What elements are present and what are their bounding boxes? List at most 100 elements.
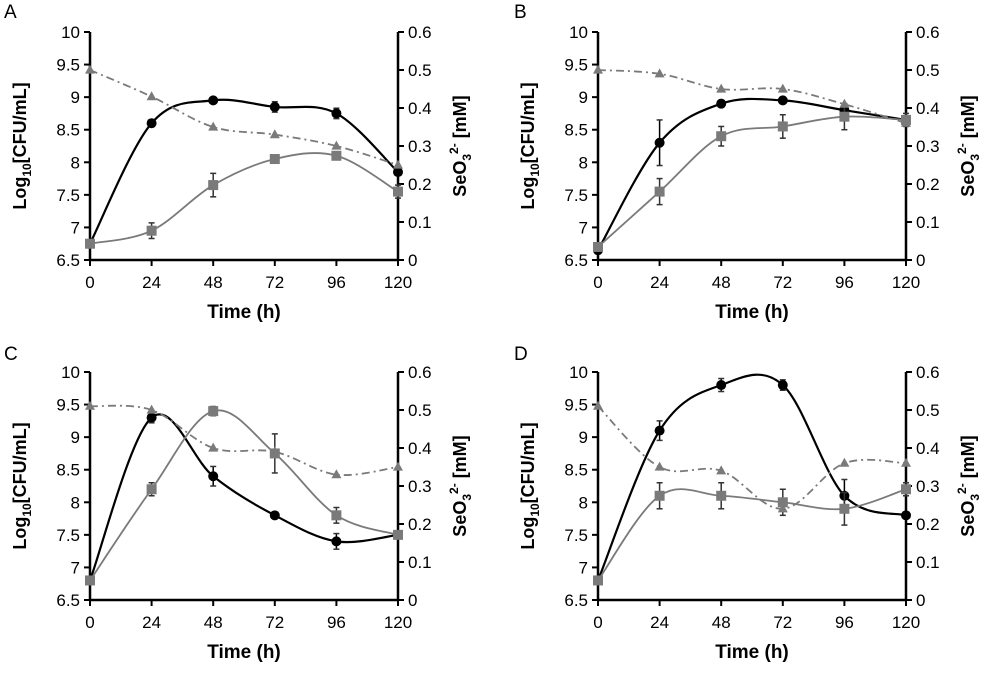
- y-right-tick-label: 0: [916, 251, 925, 270]
- panel-label: C: [4, 344, 18, 365]
- y-left-title-part: [CFU/mL]: [10, 422, 30, 503]
- y-right-axis-title: SeO32- [mM]: [447, 95, 474, 196]
- series-line-triangle: [597, 405, 907, 510]
- series-line-circle: [88, 413, 399, 581]
- series-line-circle: [89, 98, 399, 245]
- y-right-title-superscript: 2-: [447, 483, 461, 494]
- x-axis-title: Time (h): [715, 302, 789, 323]
- y-right-tick-label: 0.3: [916, 137, 940, 156]
- y-right-tick-label: 0.4: [916, 439, 940, 458]
- data-point-square: [208, 406, 219, 417]
- x-tick-label: 96: [327, 273, 346, 292]
- series-square: [593, 102, 911, 252]
- y-left-title-part: [CFU/mL]: [10, 82, 30, 163]
- x-axis-title: Time (h): [207, 642, 281, 663]
- data-point-circle: [269, 510, 280, 521]
- y-left-tick-label: 9.5: [56, 56, 80, 75]
- data-point-triangle: [839, 98, 850, 108]
- y-left-title-part: Log: [10, 517, 30, 550]
- y-left-tick-label: 9: [579, 88, 588, 107]
- y-right-title-part: [mM]: [450, 95, 470, 143]
- y-right-axis-title: SeO32- [mM]: [955, 435, 982, 536]
- y-right-tick-label: 0.5: [916, 61, 940, 80]
- data-point-square: [901, 484, 911, 495]
- y-left-axis-title: Log10[CFU/mL]: [518, 82, 542, 209]
- x-axis-title: Time (h): [207, 302, 281, 323]
- y-left-tick-label: 6.5: [56, 251, 80, 270]
- data-point-circle: [716, 380, 727, 391]
- y-right-tick-label: 0.1: [916, 553, 940, 572]
- y-left-tick-label: 7.5: [564, 526, 588, 545]
- y-left-tick-label: 9.5: [564, 56, 588, 75]
- y-left-tick-label: 8.5: [56, 461, 80, 480]
- y-right-tick-label: 0.1: [408, 553, 432, 572]
- y-right-tick-label: 0.3: [408, 477, 432, 496]
- y-left-tick-label: 10: [61, 363, 80, 382]
- x-tick-label: 24: [142, 273, 161, 292]
- y-right-title-part: SeO: [450, 501, 470, 537]
- data-point-circle: [331, 536, 342, 547]
- data-point-triangle: [839, 457, 850, 467]
- y-left-tick-label: 7: [579, 218, 588, 237]
- data-point-square: [146, 484, 157, 495]
- data-point-square: [777, 497, 788, 508]
- y-left-tick-label: 8: [71, 153, 80, 172]
- chart-panel-c: C 0 24 48 72 96 120 6.5 7 7.5 8 8.5 9 9.5 10 0 0.1 0.2 0.3…: [4, 344, 474, 663]
- y-right-tick-label: 0.3: [916, 477, 940, 496]
- x-tick-label: 0: [593, 613, 602, 632]
- data-point-circle: [654, 425, 665, 436]
- y-left-tick-label: 7.5: [56, 526, 80, 545]
- y-left-tick-label: 6.5: [564, 251, 588, 270]
- data-point-circle: [393, 167, 403, 178]
- y-left-tick-label: 10: [569, 23, 588, 42]
- y-left-title-part: Log: [10, 177, 30, 210]
- y-right-title-part: SeO: [958, 501, 978, 537]
- y-right-tick-label: 0.6: [916, 363, 940, 382]
- data-point-square: [146, 225, 157, 236]
- series-line-square: [89, 152, 399, 245]
- data-point-triangle: [208, 121, 219, 131]
- y-left-tick-label: 9.5: [564, 396, 588, 415]
- x-tick-label: 24: [650, 273, 669, 292]
- x-tick-label: 48: [204, 613, 223, 632]
- series-square: [85, 405, 403, 586]
- y-left-tick-label: 8.5: [56, 121, 80, 140]
- series-line-square: [89, 409, 399, 581]
- y-right-title-superscript: 2-: [447, 143, 461, 154]
- data-point-square: [85, 575, 95, 586]
- y-right-tick-label: 0: [408, 251, 417, 270]
- data-point-triangle: [901, 457, 911, 467]
- data-point-square: [593, 575, 603, 586]
- data-point-circle: [777, 95, 788, 106]
- data-point-circle: [146, 118, 157, 129]
- data-point-square: [393, 186, 403, 197]
- x-tick-label: 72: [773, 273, 792, 292]
- data-point-circle: [901, 510, 911, 521]
- y-left-axis-title: Log10[CFU/mL]: [518, 422, 542, 549]
- data-point-triangle: [331, 140, 342, 150]
- y-right-tick-label: 0.4: [916, 99, 940, 118]
- series-line-circle: [596, 373, 907, 581]
- y-left-tick-label: 7.5: [56, 186, 80, 205]
- y-right-tick-label: 0: [408, 591, 417, 610]
- y-right-tick-label: 0.1: [916, 213, 940, 232]
- data-point-triangle: [716, 465, 727, 475]
- x-tick-label: 0: [593, 273, 602, 292]
- data-point-square: [208, 180, 219, 191]
- y-left-tick-label: 9: [579, 428, 588, 447]
- y-left-tick-label: 7.5: [564, 186, 588, 205]
- y-right-tick-label: 0.5: [408, 61, 432, 80]
- series-circle: [593, 95, 911, 256]
- y-right-tick-label: 0.6: [408, 363, 432, 382]
- y-left-tick-label: 9: [71, 428, 80, 447]
- x-tick-label: 96: [835, 273, 854, 292]
- series-triangle: [593, 400, 911, 513]
- x-tick-label: 48: [712, 273, 731, 292]
- y-left-tick-label: 9: [71, 88, 80, 107]
- y-right-tick-label: 0.6: [408, 23, 432, 42]
- y-left-tick-label: 9.5: [56, 396, 80, 415]
- x-tick-label: 0: [85, 613, 94, 632]
- y-left-tick-label: 6.5: [564, 591, 588, 610]
- y-left-title-subscript: 10: [528, 163, 542, 177]
- chart-panel-b: B 0 24 48 72 96 120 6.5 7 7.5 8 8.5 9 9.5 10 0 0.1 0.2 0.3…: [514, 2, 982, 323]
